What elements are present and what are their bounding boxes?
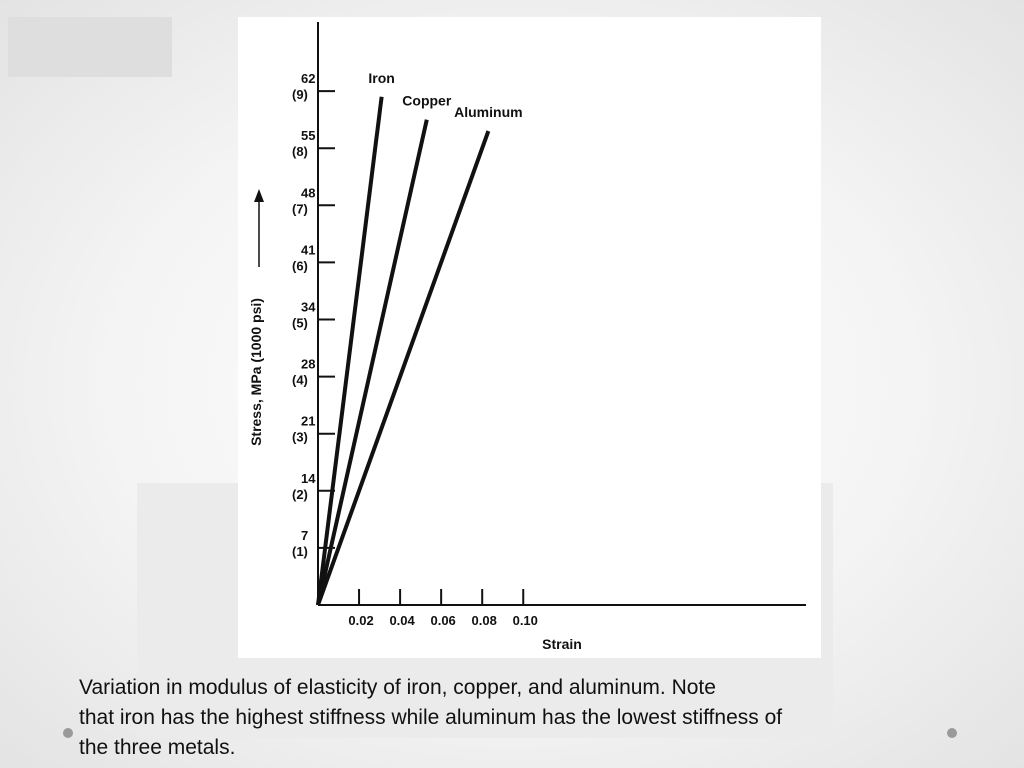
y-tick-label-psi: (9): [292, 87, 308, 102]
series-label-copper: Copper: [402, 93, 452, 109]
series-line-copper: [316, 119, 429, 606]
y-axis-arrow-head: [254, 189, 264, 202]
x-axis-label: Strain: [542, 636, 582, 652]
x-tick-label: 0.02: [348, 613, 373, 628]
slide-decor-top: [8, 17, 172, 77]
next-slide-dot[interactable]: [947, 728, 957, 738]
y-tick-label-mpa: 28: [301, 357, 315, 372]
caption-line-1: Variation in modulus of elasticity of ir…: [79, 676, 716, 699]
prev-slide-dot[interactable]: [63, 728, 73, 738]
y-tick-label-psi: (2): [292, 487, 308, 502]
y-tick-label-mpa: 41: [301, 242, 315, 257]
x-tick-label: 0.10: [513, 613, 538, 628]
x-tick-label: 0.06: [430, 613, 455, 628]
y-axis-label: Stress, MPa (1000 psi): [248, 298, 264, 446]
y-tick-label-psi: (7): [292, 201, 308, 216]
series-line-iron: [316, 96, 384, 606]
caption-line-2: that iron has the highest stiffness whil…: [79, 706, 783, 729]
series-line-aluminum: [316, 130, 491, 606]
y-tick-label-mpa: 55: [301, 128, 315, 143]
caption-line-3: the three metals.: [79, 736, 236, 759]
y-tick-label-mpa: 7: [301, 528, 308, 543]
stress-strain-chart: 0.02 0.04 0.06 0.08 0.10 7(1) 14(2) 21(3) 28(4) 3…: [248, 22, 806, 652]
y-tick-label-psi: (6): [292, 258, 308, 273]
y-tick-label-mpa: 21: [301, 414, 315, 429]
y-tick-label-psi: (3): [292, 430, 308, 445]
x-tick-label: 0.04: [389, 613, 415, 628]
y-tick-label-psi: (1): [292, 544, 308, 559]
series-label-iron: Iron: [368, 70, 394, 86]
series-label-aluminum: Aluminum: [454, 104, 522, 120]
y-tick-label-psi: (8): [292, 144, 308, 159]
y-tick-label-psi: (4): [292, 373, 308, 388]
y-tick-label-mpa: 14: [301, 471, 316, 486]
y-tick-label-mpa: 62: [301, 71, 315, 86]
y-tick-label-psi: (5): [292, 316, 308, 331]
figure-caption: Variation in modulus of elasticity of ir…: [79, 673, 959, 763]
x-tick-label: 0.08: [472, 613, 497, 628]
y-tick-label-mpa: 34: [301, 300, 316, 315]
figure-card: 0.02 0.04 0.06 0.08 0.10 7 (1) 14 (2) 21 (3) 28 (4) 3…: [238, 17, 821, 658]
y-tick-label-mpa: 48: [301, 185, 315, 200]
